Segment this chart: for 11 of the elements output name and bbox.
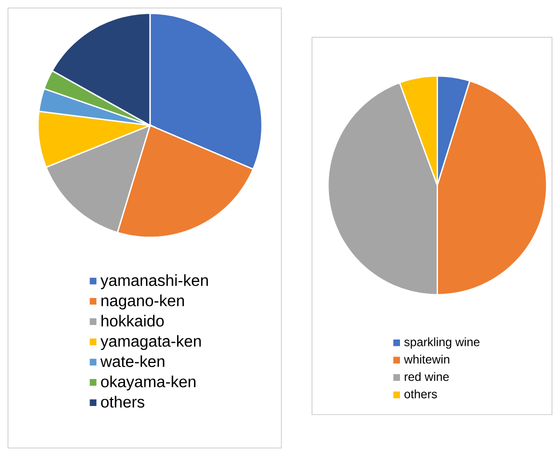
legend-label: others: [404, 390, 437, 398]
legend-label: nagano-ken: [101, 294, 184, 310]
legend-label: red wine: [404, 372, 449, 381]
legend-label: sparkling wine: [404, 337, 480, 349]
legend-label: yamagata-ken: [100, 335, 201, 350]
legend-label: okayama-ken: [101, 376, 196, 391]
legend-label: wate-ken: [100, 355, 164, 368]
legend-label: whitewin: [404, 354, 450, 364]
legend-label: others: [101, 396, 144, 408]
legend-label: hokkaido: [102, 314, 164, 327]
legend-label: yamanashi-ken: [100, 274, 208, 290]
